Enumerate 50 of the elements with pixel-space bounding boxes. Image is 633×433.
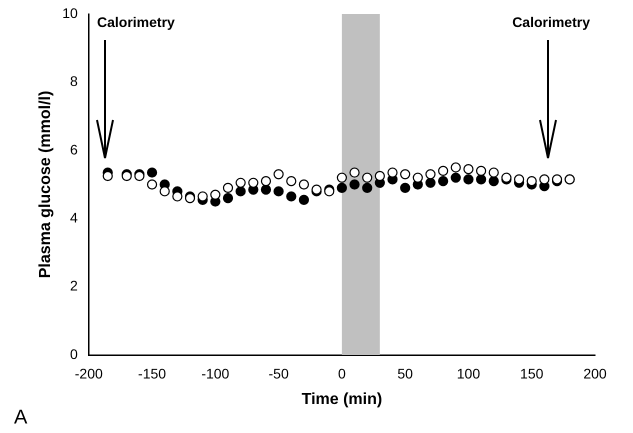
y-axis-title: Plasma glucose (mmol/l) bbox=[37, 90, 54, 278]
point bbox=[274, 186, 284, 196]
y-tick-label: 6 bbox=[70, 141, 78, 158]
point bbox=[336, 172, 347, 183]
point bbox=[488, 176, 499, 186]
point bbox=[336, 182, 347, 194]
point bbox=[374, 170, 385, 182]
x-tick-label: -150 bbox=[138, 365, 166, 382]
point bbox=[102, 170, 113, 182]
point bbox=[286, 191, 296, 202]
y-tick-label: 4 bbox=[70, 209, 78, 226]
point bbox=[476, 174, 486, 184]
x-tick-label: 200 bbox=[583, 365, 607, 382]
y-tick-label: 2 bbox=[70, 278, 78, 294]
point bbox=[298, 194, 310, 205]
annotation: Calorimetry bbox=[97, 14, 176, 30]
y-tick-label: 8 bbox=[70, 73, 78, 90]
y-tick-label: 10 bbox=[62, 4, 78, 21]
x-tick-label: 50 bbox=[397, 365, 414, 382]
x-tick-label: 150 bbox=[520, 365, 544, 382]
x-tick-label: 100 bbox=[456, 365, 480, 382]
point bbox=[349, 179, 360, 190]
point bbox=[286, 176, 296, 186]
point bbox=[526, 176, 537, 186]
point bbox=[450, 172, 461, 183]
point bbox=[463, 164, 474, 174]
point bbox=[198, 191, 208, 202]
x-tick-label: 0 bbox=[338, 365, 346, 382]
point bbox=[425, 178, 436, 188]
point bbox=[463, 174, 474, 184]
x-tick-label: -50 bbox=[268, 365, 289, 382]
point bbox=[146, 167, 158, 178]
point bbox=[260, 184, 272, 195]
point bbox=[222, 193, 234, 204]
point bbox=[298, 179, 310, 190]
point bbox=[514, 174, 524, 184]
point bbox=[222, 182, 234, 194]
x-tick-label: -200 bbox=[74, 365, 103, 382]
point bbox=[438, 176, 448, 186]
point bbox=[400, 182, 410, 194]
point bbox=[172, 191, 182, 202]
point bbox=[362, 172, 372, 183]
y-tick-label: 0 bbox=[70, 346, 78, 362]
point bbox=[349, 167, 360, 178]
point bbox=[236, 186, 246, 196]
x-axis-title: Time (min) bbox=[302, 390, 382, 408]
annotation: Calorimetry bbox=[512, 14, 590, 30]
text: A bbox=[14, 406, 28, 429]
point bbox=[362, 182, 372, 194]
x-tick-label: -100 bbox=[201, 365, 230, 382]
